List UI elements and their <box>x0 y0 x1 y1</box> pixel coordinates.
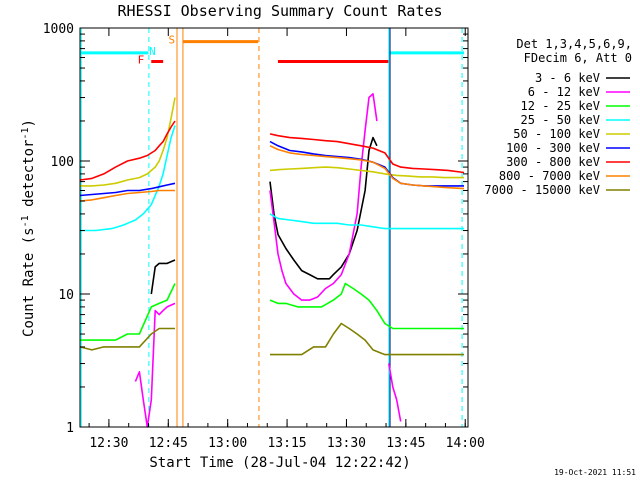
series-line-5 <box>80 97 176 187</box>
legend-entry-label: 12 - 25 keV <box>521 99 600 113</box>
legend-entry-label: 800 - 7000 keV <box>499 169 600 183</box>
y-axis-label: Count Rate (s-1 detector-1) <box>20 119 37 337</box>
y-axis-label-superscript: -1 <box>20 127 31 139</box>
flag-label-s: S <box>169 34 176 47</box>
y-axis-label-part: Count Rate (s <box>21 227 37 337</box>
y-axis-label-part: ) <box>21 119 37 127</box>
series-line-3 <box>269 282 464 330</box>
flag-label-n: N <box>149 45 156 58</box>
y-tick-label: 1000 <box>43 22 74 37</box>
series-line-4 <box>80 125 176 232</box>
legend-entry-label: 100 - 300 keV <box>506 141 600 155</box>
legend-header-line-2: FDecim 6, Att 0 <box>524 51 632 65</box>
series-line-5 <box>269 166 464 179</box>
series-line-4 <box>269 213 464 230</box>
flag-label-f: F <box>138 53 145 66</box>
series-line-9 <box>79 327 175 351</box>
legend-entry-label: 25 - 50 keV <box>521 113 600 127</box>
x-tick-label: 13:30 <box>327 436 366 451</box>
legend-entry-label: 7000 - 15000 keV <box>484 183 600 197</box>
legend-entry-label: 3 - 6 keV <box>535 71 600 85</box>
y-axis-label-superscript: -1 <box>20 215 31 227</box>
series-line-1 <box>269 136 378 280</box>
series-line-6 <box>79 182 176 197</box>
x-tick-label: 13:15 <box>267 436 306 451</box>
x-tick-label: 13:00 <box>208 436 247 451</box>
series-layer <box>79 93 465 428</box>
series-line-7 <box>269 133 465 174</box>
legend-entry-label: 300 - 800 keV <box>506 155 600 169</box>
y-tick-label: 100 <box>51 155 74 170</box>
x-axis-label: Start Time (28-Jul-04 12:22:42) <box>149 455 410 471</box>
x-tick-label: 12:30 <box>89 436 128 451</box>
series-line-8 <box>269 145 465 190</box>
series-line-9 <box>270 322 464 356</box>
series-line-2 <box>388 363 402 422</box>
x-tick-label: 13:45 <box>386 436 425 451</box>
series-line-7 <box>79 120 176 181</box>
legend-entry-label: 6 - 12 keV <box>528 85 600 99</box>
y-axis: 1 10 100 1000 <box>43 22 468 436</box>
marker-line-layer <box>80 28 463 427</box>
series-line-1 <box>150 259 176 295</box>
legend-entry-label: 50 - 100 keV <box>513 127 600 141</box>
series-line-2 <box>134 302 176 428</box>
legend-header-line-1: Det 1,3,4,5,6,9, <box>516 37 632 51</box>
y-axis-label-part: detector <box>21 140 37 216</box>
x-tick-label: 12:45 <box>149 436 188 451</box>
x-axis: 12:30 12:45 13:00 13:15 13:30 13:45 14:00 <box>88 28 485 451</box>
x-tick-label: 14:00 <box>446 436 485 451</box>
series-line-2 <box>269 93 378 301</box>
chart-title: RHESSI Observing Summary Count Rates <box>117 2 442 20</box>
footer-date: 19-Oct-2021 11:51 <box>554 468 636 477</box>
series-line-8 <box>79 189 175 202</box>
y-tick-label: 10 <box>58 288 74 303</box>
flag-layer: NF S <box>80 34 465 66</box>
plot-frame <box>79 27 469 428</box>
series-line-3 <box>80 283 176 341</box>
y-tick-label: 1 <box>66 421 74 436</box>
